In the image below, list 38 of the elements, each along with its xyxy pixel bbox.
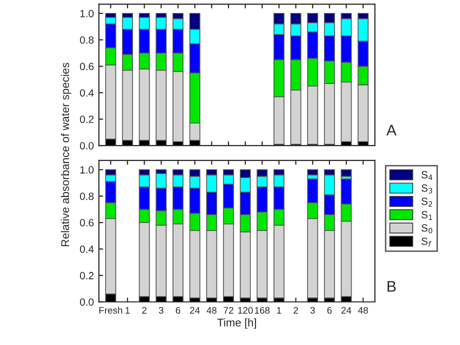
x-tick-label: 3 — [158, 306, 164, 314]
y-tick-label: 0.2 — [80, 272, 94, 280]
x-tick-label: 120 — [238, 306, 253, 314]
y-tick-label: 0.0 — [80, 142, 94, 150]
y-tick-label: 0.4 — [80, 89, 94, 97]
x-tick-label: 48 — [358, 306, 368, 314]
x-tick-label: 2 — [142, 306, 146, 314]
legend-label: S$_{4}$ — [422, 171, 432, 180]
x-tick-label: 1 — [277, 307, 282, 314]
y-tick-label: 1.0 — [80, 10, 94, 18]
x-tick-label: 2 — [294, 306, 298, 314]
y-tick-label: 0.8 — [80, 36, 94, 44]
x-tick-label: 24 — [342, 306, 352, 314]
x-tick-label: Fresh — [99, 306, 122, 314]
x-tick-label: 168 — [254, 306, 270, 314]
y-tick-label: 0.0 — [80, 298, 94, 306]
x-tick-label: 24 — [190, 306, 200, 314]
legend-label: S$_{1}$ — [422, 210, 432, 220]
y-tick-label: 1.0 — [80, 166, 94, 174]
x-tick-label: 1 — [126, 307, 130, 314]
legend-label: S$_{0}$ — [422, 224, 432, 234]
x-tick-label: 72 — [224, 306, 234, 314]
y-tick-label: 0.6 — [80, 219, 94, 226]
x-tick-label: 48 — [206, 306, 216, 314]
y-tick-label: 0.8 — [80, 192, 94, 200]
x-tick-label: 6 — [176, 306, 180, 314]
x-tick-label: 3 — [310, 306, 315, 314]
y-axis-title: Relative absorbance of water species — [60, 62, 72, 246]
x-tick-label: 6 — [327, 306, 332, 314]
legend-label: S$_{2}$ — [422, 198, 432, 207]
text: A — [386, 124, 397, 136]
y-tick-label: 0.6 — [80, 62, 94, 70]
y-tick-label: 0.4 — [80, 245, 94, 253]
text: B — [388, 281, 396, 292]
legend-label: S$_{f}$ — [422, 238, 432, 247]
y-tick-label: 0.2 — [80, 116, 94, 124]
x-axis-title: Time [h] — [217, 318, 256, 329]
legend-label: S$_{3}$ — [422, 184, 432, 194]
